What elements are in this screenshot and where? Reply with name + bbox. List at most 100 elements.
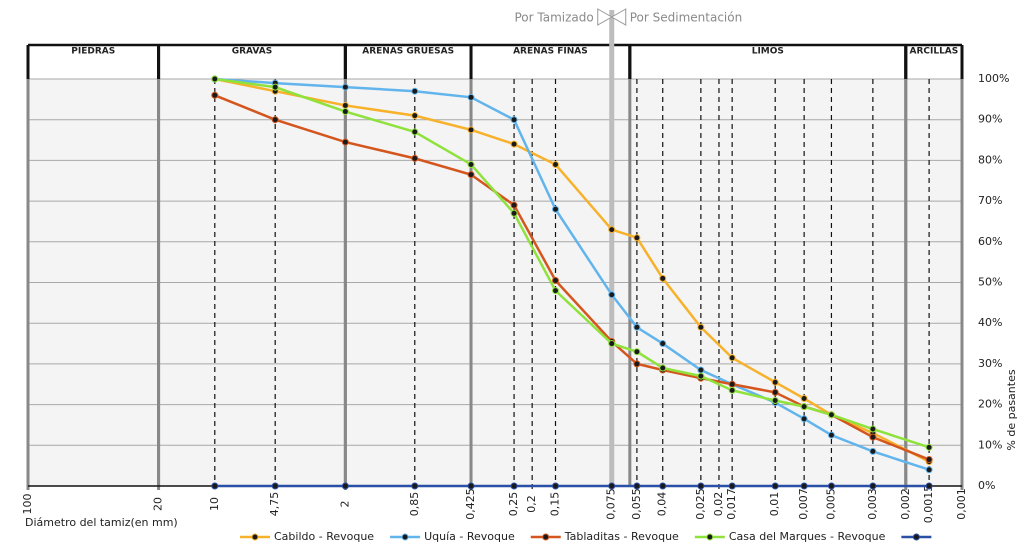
- x-tick-label: 0,075: [605, 488, 618, 520]
- split-right-label: Por Sedimentación: [630, 11, 742, 25]
- data-point: [925, 482, 933, 490]
- x-tick-label: 0,01: [768, 492, 781, 517]
- data-point: [800, 394, 808, 402]
- data-point: [608, 482, 616, 490]
- x-tick-label: 0,005: [824, 488, 837, 520]
- data-point: [608, 340, 616, 348]
- data-point: [827, 431, 835, 439]
- data-point: [211, 75, 219, 83]
- y-tick-label: 30%: [978, 357, 1002, 370]
- data-point: [552, 482, 560, 490]
- data-point: [869, 425, 877, 433]
- data-point: [467, 171, 475, 179]
- zone-label: ARENAS FINAS: [513, 47, 588, 57]
- x-tick-label: 0,025: [694, 488, 707, 520]
- x-tick-label: 0,2: [525, 495, 538, 513]
- data-point: [411, 482, 419, 490]
- data-point: [411, 112, 419, 120]
- x-axis-title: Diámetro del tamiz(en mm): [25, 516, 178, 529]
- data-point: [659, 482, 667, 490]
- data-point: [827, 411, 835, 419]
- x-tick-label: 0,003: [866, 488, 879, 520]
- x-tick-label: 0,02: [712, 492, 725, 517]
- x-tick-label: 0,007: [797, 488, 810, 520]
- data-point: [771, 482, 779, 490]
- legend-dot: [401, 533, 409, 541]
- zone-label: LIMOS: [752, 47, 784, 57]
- data-point: [697, 323, 705, 331]
- x-tick-label: 4,75: [268, 492, 281, 517]
- data-point: [697, 482, 705, 490]
- data-point: [411, 87, 419, 95]
- data-point: [510, 209, 518, 217]
- split-icon: [597, 8, 627, 26]
- x-tick-label: 2: [338, 501, 351, 508]
- data-point: [869, 482, 877, 490]
- data-point: [659, 274, 667, 282]
- data-point: [467, 482, 475, 490]
- x-tick-label: 10: [208, 497, 221, 511]
- x-tick-label: 0,055: [630, 488, 643, 520]
- data-point: [659, 364, 667, 372]
- data-point: [800, 482, 808, 490]
- data-point: [341, 101, 349, 109]
- legend-dot: [706, 533, 714, 541]
- legend-dot: [912, 533, 920, 541]
- y-tick-label: 70%: [978, 194, 1002, 207]
- data-point: [552, 205, 560, 213]
- data-point: [341, 138, 349, 146]
- data-point: [271, 83, 279, 91]
- y-tick-label: 80%: [978, 153, 1002, 166]
- legend-label: Casa del Marques - Revoque: [729, 530, 886, 543]
- data-point: [771, 388, 779, 396]
- data-point: [211, 482, 219, 490]
- data-point: [633, 234, 641, 242]
- data-point: [827, 482, 835, 490]
- legend-label: Uquía - Revoque: [424, 530, 515, 543]
- y-tick-label: 90%: [978, 113, 1002, 126]
- legend-dot: [542, 533, 550, 541]
- y-tick-label: 10%: [978, 438, 1002, 451]
- y-tick-label: 50%: [978, 276, 1002, 289]
- data-point: [925, 443, 933, 451]
- data-point: [608, 226, 616, 234]
- data-point: [510, 116, 518, 124]
- zone-label: ARENAS GRUESAS: [362, 47, 454, 57]
- data-point: [467, 93, 475, 101]
- data-point: [271, 116, 279, 124]
- data-point: [633, 348, 641, 356]
- legend-dot: [251, 533, 259, 541]
- data-point: [728, 380, 736, 388]
- data-point: [510, 140, 518, 148]
- data-point: [608, 291, 616, 299]
- data-point: [510, 482, 518, 490]
- x-tick-label: 0,15: [549, 492, 562, 517]
- legend-label: Tabladitas - Revoque: [564, 530, 679, 543]
- x-tick-label: 0,002: [899, 488, 912, 520]
- x-tick-label: 0,04: [656, 492, 669, 517]
- y-tick-label: 40%: [978, 316, 1002, 329]
- zone-label: PIEDRAS: [71, 47, 115, 57]
- y-tick-label: 20%: [978, 398, 1002, 411]
- data-point: [800, 415, 808, 423]
- zone-label: GRAVAS: [232, 47, 272, 57]
- data-point: [869, 447, 877, 455]
- data-point: [552, 276, 560, 284]
- x-tick-label: 0,017: [725, 488, 738, 520]
- data-point: [633, 482, 641, 490]
- data-point: [510, 201, 518, 209]
- data-point: [659, 340, 667, 348]
- data-point: [728, 482, 736, 490]
- data-point: [925, 456, 933, 464]
- data-point: [771, 397, 779, 405]
- zone-label: ARCILLAS: [909, 47, 958, 57]
- y-tick-label: 100%: [978, 72, 1009, 85]
- data-point: [869, 433, 877, 441]
- data-point: [697, 366, 705, 374]
- data-point: [800, 403, 808, 411]
- data-point: [211, 91, 219, 99]
- data-point: [467, 160, 475, 168]
- x-tick-label: 0,001: [955, 488, 968, 520]
- data-point: [697, 372, 705, 380]
